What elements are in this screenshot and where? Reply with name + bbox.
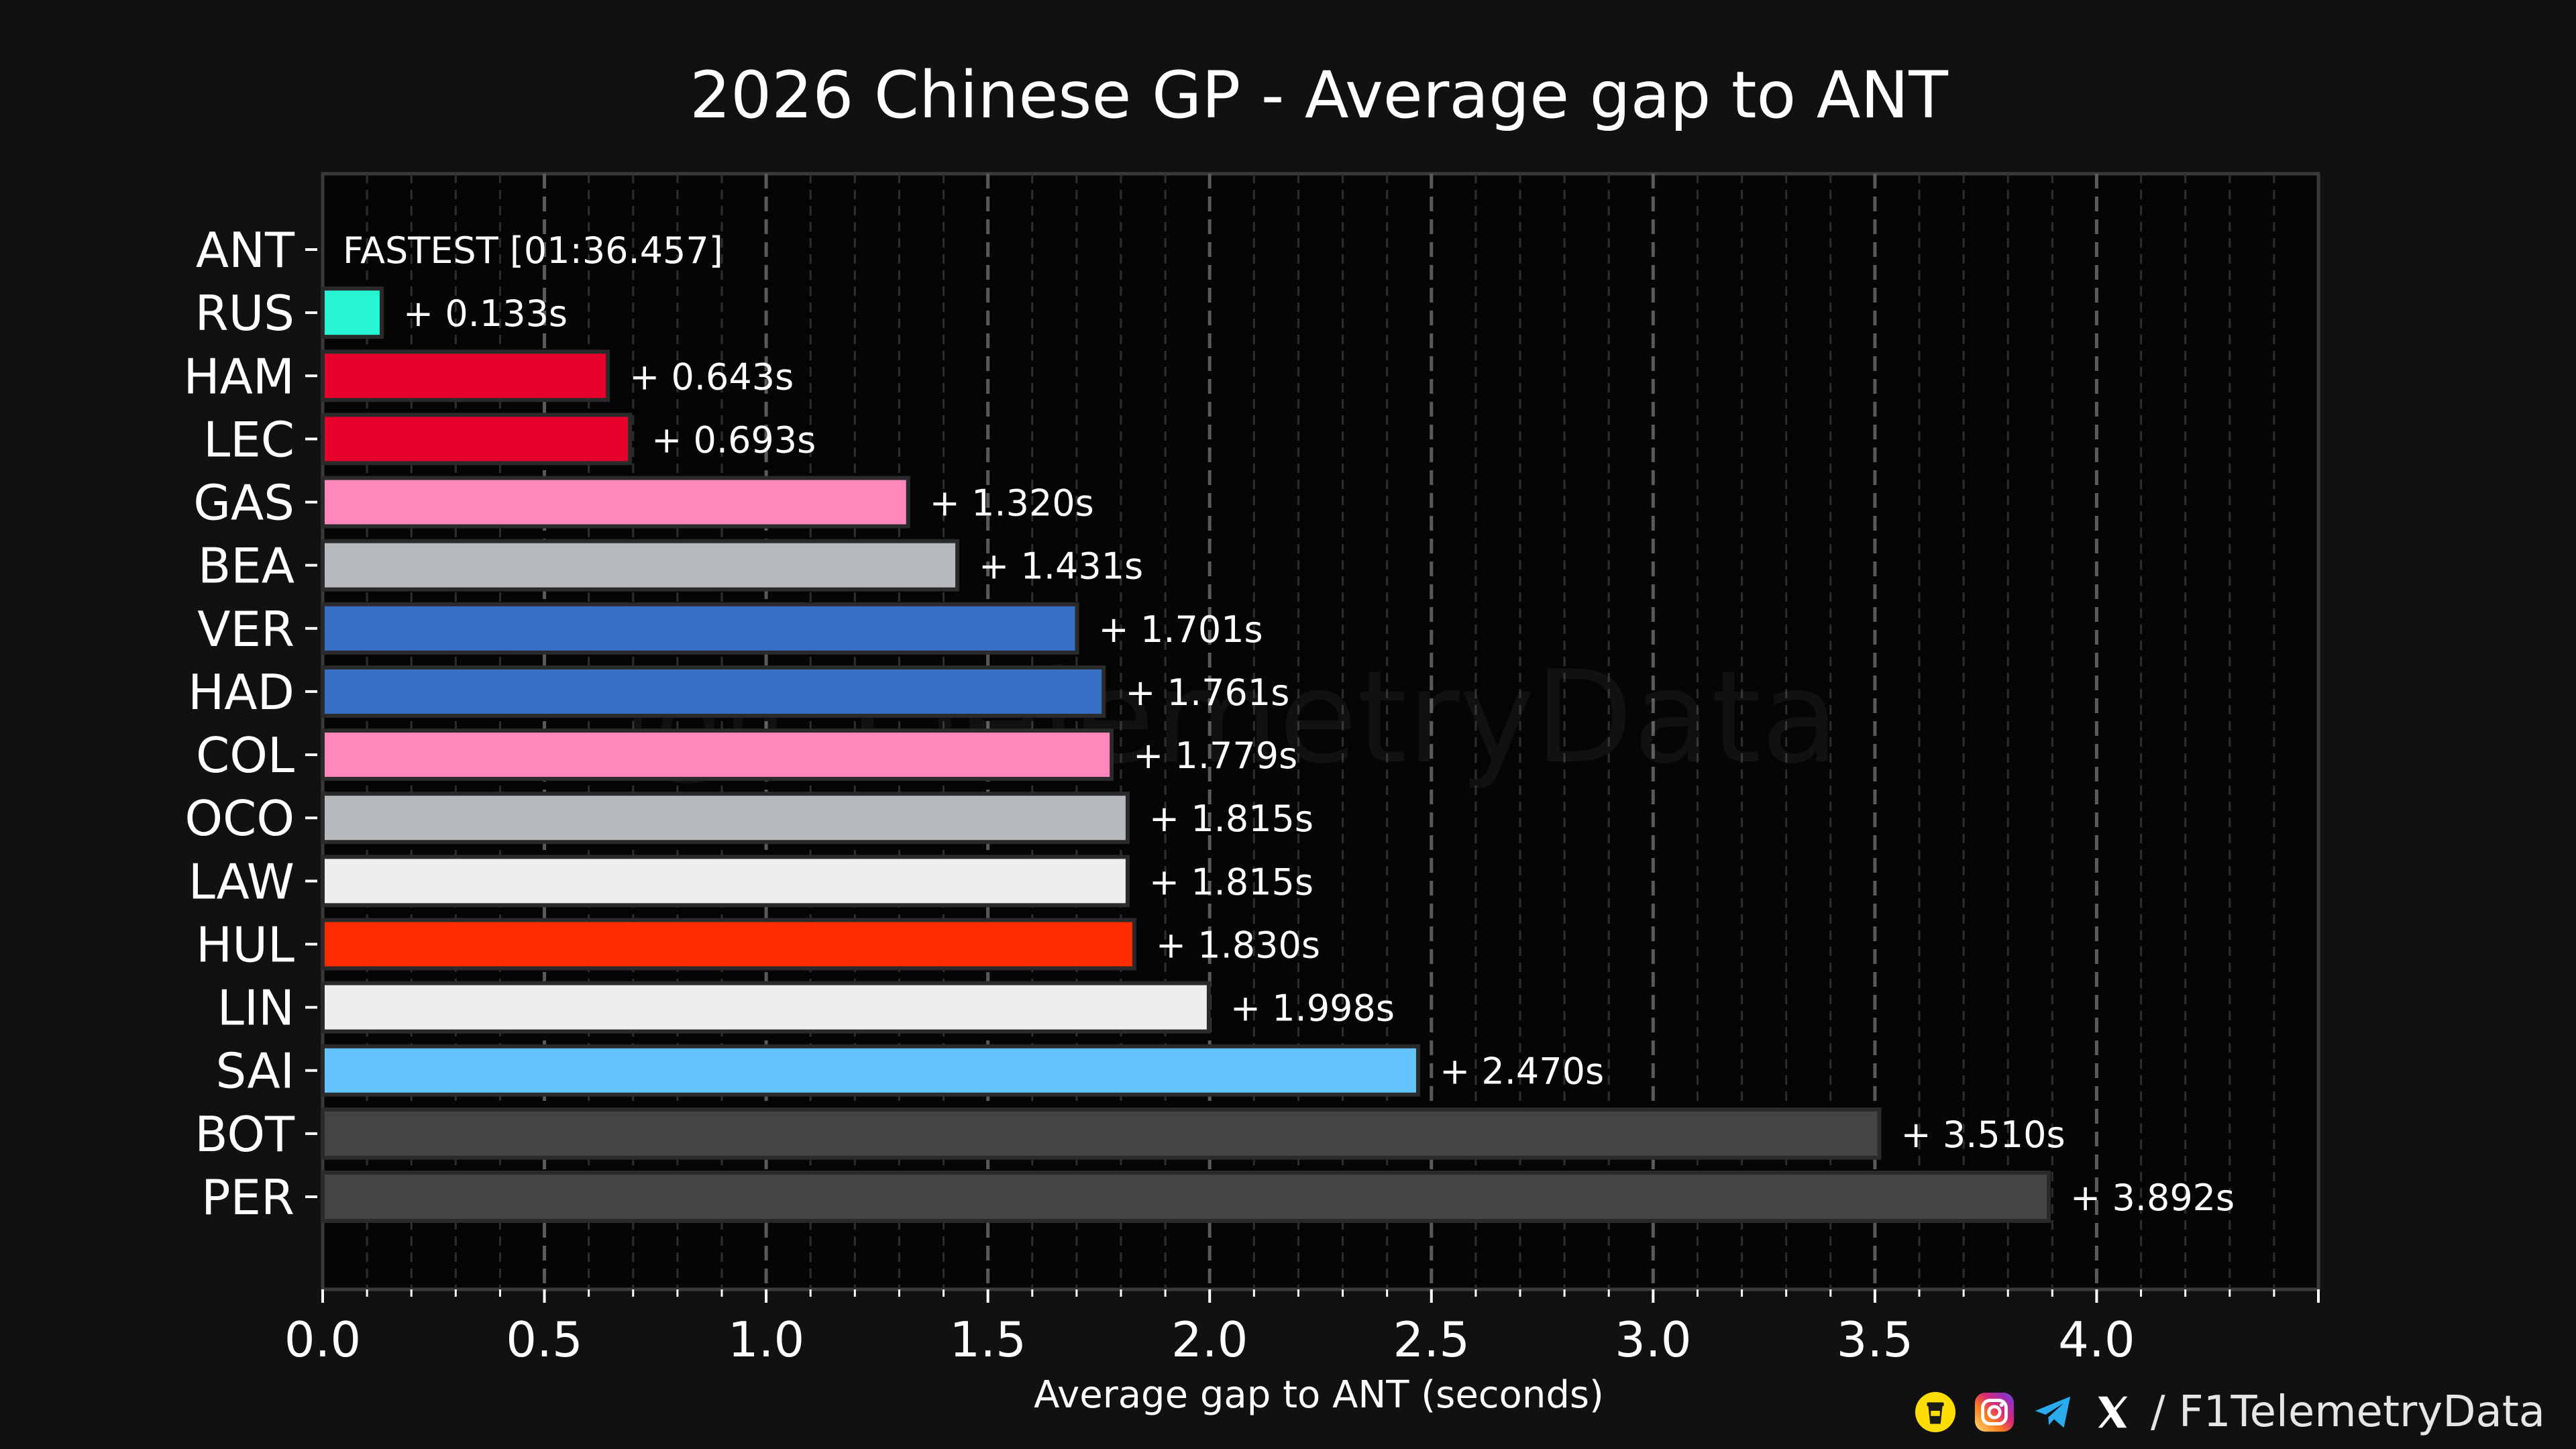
category-label-ham: HAM: [183, 348, 294, 405]
value-label-had: + 1.761s: [1125, 672, 1289, 714]
category-label-lec: LEC: [203, 411, 294, 468]
chart-title: 2026 Chinese GP - Average gap to ANT: [690, 58, 1948, 133]
bar-ham: [321, 350, 610, 402]
bar-per: [321, 1171, 2051, 1223]
category-label-bot: BOT: [195, 1106, 295, 1163]
bar-gas: [321, 476, 910, 529]
value-label-law: + 1.815s: [1149, 861, 1313, 903]
category-label-hul: HUL: [196, 916, 294, 973]
value-label-rus: + 0.133s: [403, 292, 568, 335]
bar-hul: [321, 918, 1136, 971]
x-tick-label: 4.0: [2058, 1311, 2135, 1368]
bar-oco: [321, 792, 1130, 845]
instagram-icon[interactable]: [1974, 1391, 2015, 1433]
buymeacoffee-icon[interactable]: [1915, 1391, 1956, 1433]
value-label-hul: + 1.830s: [1156, 924, 1320, 966]
x-tick-label: 3.0: [1615, 1311, 1692, 1368]
category-label-bea: BEA: [198, 538, 294, 594]
value-label-ham: + 0.643s: [629, 356, 794, 398]
bar-sai: [321, 1044, 1420, 1097]
category-label-had: HAD: [188, 664, 294, 720]
bar-lin: [321, 981, 1211, 1034]
x-tick-label: 0.0: [284, 1311, 362, 1368]
category-label-law: LAW: [189, 853, 294, 910]
x-tick-label: 0.5: [506, 1311, 583, 1368]
value-label-sai: + 2.470s: [1440, 1051, 1604, 1093]
x-icon[interactable]: [2092, 1391, 2133, 1433]
bars: FASTEST [01:36.457] + 0.133s + 0.643s + 0.6…: [321, 229, 2235, 1223]
bar-ver: [321, 602, 1079, 655]
category-label-rus: RUS: [195, 285, 294, 341]
value-label-bea: + 1.431s: [979, 545, 1143, 588]
value-label-lec: + 0.693s: [651, 419, 816, 461]
x-tick-label: 2.5: [1393, 1311, 1470, 1368]
bar-bea: [321, 539, 960, 592]
telegram-icon[interactable]: [2033, 1391, 2074, 1433]
category-label-per: PER: [201, 1169, 294, 1226]
x-tick-label: 1.0: [728, 1311, 805, 1368]
bar-bot: [321, 1107, 1882, 1160]
category-label-gas: GAS: [193, 475, 294, 531]
x-tick-label: 2.0: [1171, 1311, 1248, 1368]
x-tick-label: 1.5: [949, 1311, 1026, 1368]
category-labels: ANT RUS HAM LEC GAS BEA VER HAD COL OCO LAW HUL LIN S…: [183, 222, 317, 1226]
category-label-sai: SAI: [215, 1043, 294, 1099]
category-label-ver: VER: [197, 601, 294, 657]
value-label-bot: + 3.510s: [1901, 1114, 2065, 1156]
category-label-col: COL: [196, 727, 294, 784]
value-label-gas: + 1.320s: [930, 482, 1094, 525]
bar-lec: [321, 413, 633, 466]
bar-rus: [321, 286, 384, 339]
category-label-lin: LIN: [217, 980, 294, 1036]
value-label-per: + 3.892s: [2070, 1177, 2235, 1219]
value-label-ant: FASTEST [01:36.457]: [343, 229, 723, 272]
footer: / F1TelemetryData: [1915, 1383, 2545, 1441]
bar-had: [321, 665, 1106, 718]
footer-handle: / F1TelemetryData: [2151, 1387, 2545, 1437]
category-label-ant: ANT: [196, 222, 295, 278]
category-label-oco: OCO: [184, 790, 294, 847]
x-tick-label: 3.5: [1837, 1311, 1914, 1368]
value-label-lin: + 1.998s: [1230, 987, 1395, 1030]
x-axis-title: Average gap to ANT (seconds): [1034, 1373, 1604, 1417]
value-label-ver: + 1.701s: [1099, 608, 1263, 651]
value-label-col: + 1.779s: [1133, 735, 1297, 777]
value-label-oco: + 1.815s: [1149, 798, 1313, 840]
bar-law: [321, 855, 1130, 908]
bar-col: [321, 729, 1114, 782]
x-axis-ticks: 0.0 0.5 1.0 1.5 2.0 2.5 3.0 3.5 4.0: [284, 1289, 2320, 1368]
